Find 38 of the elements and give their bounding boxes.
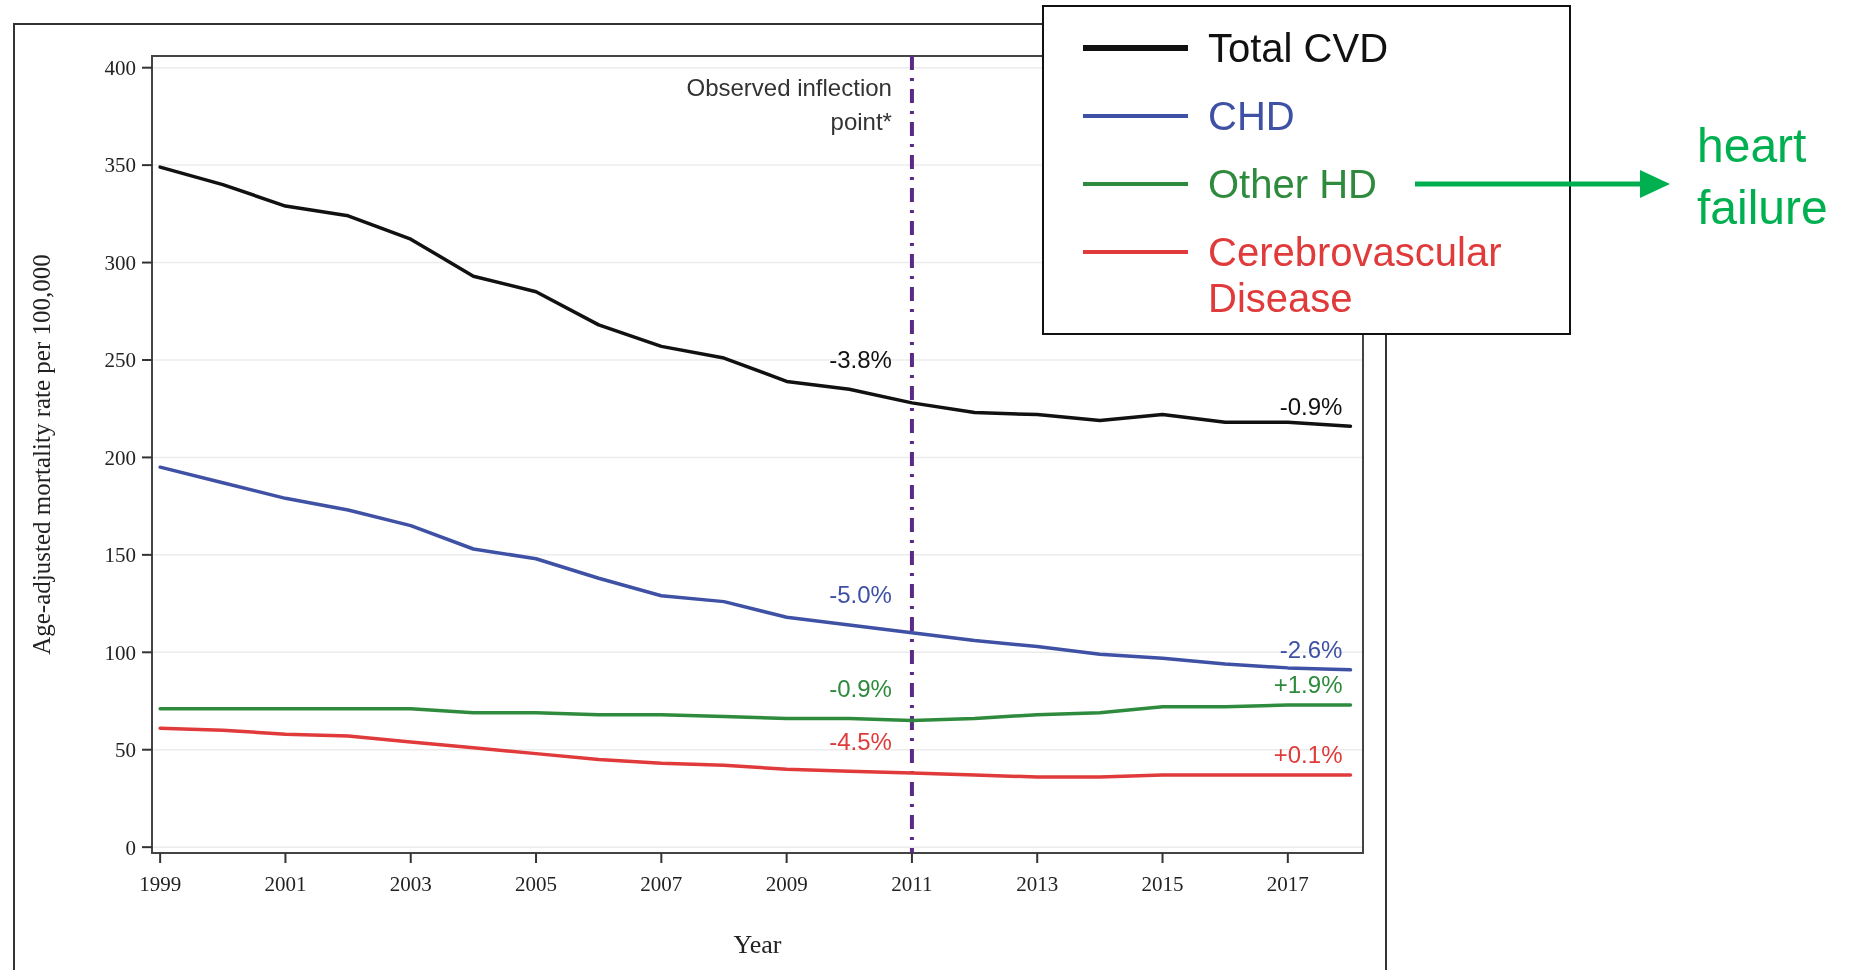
legend-label: Total CVD <box>1208 26 1389 70</box>
annotation: +0.1% <box>1273 741 1343 769</box>
ref-line-label: Observed inflection point* <box>686 74 892 135</box>
y-tick-label: 350 <box>104 153 136 178</box>
annotation: -0.9% <box>829 674 892 702</box>
x-tick-label: 1999 <box>139 872 182 896</box>
x-tick-label: 2001 <box>264 872 307 896</box>
y-tick-label: 200 <box>104 445 136 470</box>
x-tick-label: 2005 <box>515 872 558 896</box>
x-axis-title: Year <box>733 930 782 959</box>
legend-label: Cerebrovascular Disease <box>1208 230 1502 320</box>
legend-label: CHD <box>1208 94 1295 138</box>
y-tick-label: 300 <box>104 250 136 275</box>
annotation: +1.9% <box>1273 671 1343 699</box>
line-series <box>158 703 1353 723</box>
x-tick-label: 2015 <box>1141 872 1184 896</box>
y-tick-label: 0 <box>125 835 136 860</box>
y-tick-label: 400 <box>104 56 136 81</box>
x-tick-label: 2007 <box>640 872 683 896</box>
y-tick-label: 250 <box>104 348 136 373</box>
x-tick-label: 2017 <box>1266 872 1309 896</box>
text: heart failure <box>1697 119 1828 235</box>
y-axis-title: Age-adjusted mortality rate per 100,000 <box>28 254 55 655</box>
annotation: -2.6% <box>1279 636 1343 664</box>
annotation: -4.5% <box>829 727 892 755</box>
y-tick-label: 150 <box>104 543 136 568</box>
annotation: -0.9% <box>1279 392 1343 420</box>
annotation: -5.0% <box>829 581 892 609</box>
line-series <box>158 465 1353 672</box>
line-series <box>158 726 1353 779</box>
legend-label: Other HD <box>1208 162 1377 206</box>
x-tick-label: 2003 <box>389 872 432 896</box>
x-tick-label: 2009 <box>765 872 808 896</box>
y-tick-label: 50 <box>115 738 136 763</box>
annotation: -3.8% <box>829 345 892 373</box>
x-tick-label: 2013 <box>1016 872 1059 896</box>
x-tick-label: 2011 <box>891 872 933 896</box>
y-tick-label: 100 <box>104 640 136 665</box>
